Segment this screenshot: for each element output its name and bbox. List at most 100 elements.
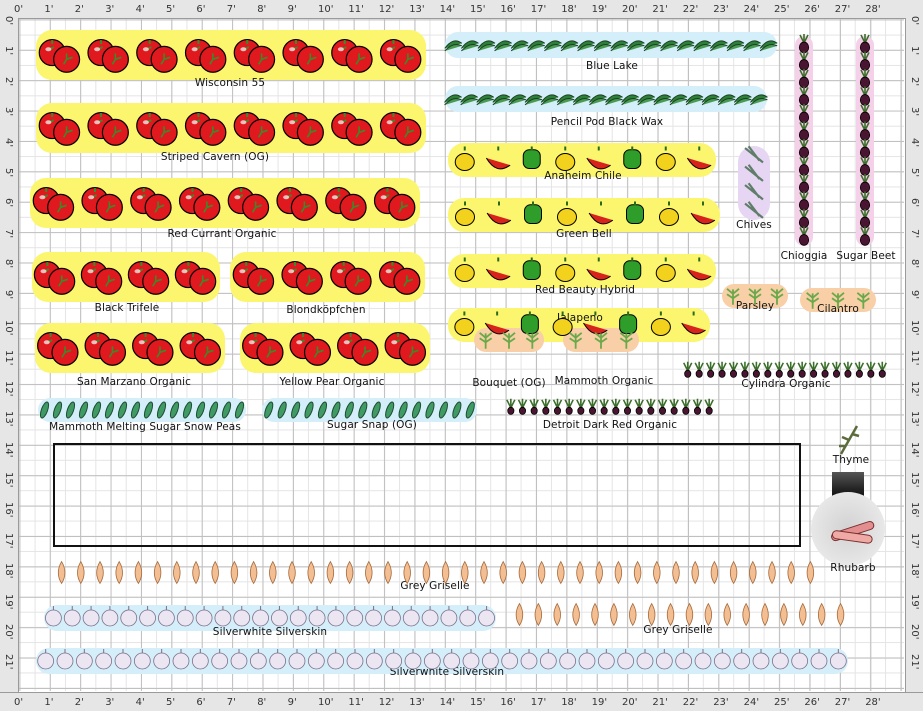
ruler-tick-label: 12': [378, 4, 395, 15]
ruler-top: 0' 1' 2' 3' 4' 5' 6' 7' 8' 9' 10' 11' 12' 13' 14' 15' 16…: [0, 0, 923, 19]
ruler-tick-label: 6': [196, 4, 206, 15]
pea-icon: [130, 401, 141, 419]
beet-icon: [657, 398, 668, 415]
shallot-icon: [57, 560, 66, 585]
shallot-icon: [595, 560, 603, 585]
tomato-icon: [32, 187, 75, 221]
garlic-icon: [404, 649, 422, 670]
ruler-tick-label: 1': [44, 4, 54, 15]
pea-icon: [291, 401, 301, 419]
beet-icon: [820, 361, 830, 378]
plant-row[interactable]: [44, 605, 496, 631]
pepper-icon: [623, 146, 642, 170]
tomato-icon: [37, 332, 79, 366]
ruler-tick-label: 14': [439, 697, 456, 708]
ruler-tick-label: 5': [166, 697, 176, 708]
pepper-icon: [686, 257, 712, 281]
beet-icon: [859, 68, 871, 89]
shallot-icon: [672, 560, 680, 585]
shallot-icon: [134, 560, 143, 585]
beet-icon: [506, 398, 516, 415]
plant-label: Sugar Snap (OG): [327, 419, 417, 431]
shallot-icon: [787, 560, 795, 585]
pea-icon: [195, 401, 206, 419]
tomato-icon: [81, 187, 123, 221]
pea-icon: [385, 401, 395, 419]
shallot-icon: [173, 560, 181, 585]
beet-icon: [798, 103, 810, 124]
garlic-icon: [423, 649, 441, 670]
beet-icon: [774, 361, 784, 378]
garlic-icon: [578, 649, 596, 670]
shallot-icon: [499, 560, 507, 585]
pepper-icon: [454, 257, 475, 282]
shallot-icon: [211, 560, 219, 585]
ruler-tick-label: 10': [318, 697, 334, 708]
shallot-icon: [576, 560, 584, 585]
plant-label: San Marzano Organic: [76, 376, 192, 388]
bean-icon: [717, 94, 736, 106]
ruler-tick-label: 12': [378, 697, 395, 708]
ruler-tick-label: 4': [135, 697, 145, 708]
pea-icon: [169, 401, 180, 419]
shallot-icon: [115, 560, 123, 585]
ruler-tick-label: 3': [105, 4, 115, 15]
tomato-icon: [289, 332, 332, 366]
garlic-icon: [45, 606, 62, 627]
ruler-tick-label: 27': [834, 697, 851, 708]
bean-icon: [444, 94, 462, 106]
pepper-icon: [650, 311, 671, 336]
beet-icon: [859, 121, 871, 141]
ruler-tick-label: 2': [74, 697, 84, 708]
plant-label: Chives: [736, 219, 772, 231]
shallot-icon: [480, 560, 488, 585]
bean-icon: [669, 94, 688, 106]
beet-icon: [859, 226, 871, 246]
beet-icon: [786, 361, 796, 378]
plant-label: Silverwhite Silverskin: [389, 666, 505, 678]
shallot-icon: [534, 602, 543, 627]
bean-icon: [572, 94, 591, 106]
beet-icon: [859, 33, 871, 54]
ruler-tick-label: 6': [196, 697, 206, 708]
ruler-tick-label: 24': [743, 4, 760, 15]
bean-icon: [476, 94, 495, 106]
ruler-tick-label: 28': [865, 4, 881, 15]
plant-row[interactable]: [36, 648, 848, 674]
ruler-right: 0' 1' 2' 3' 4' 5' 6' 7' 8' 9' 10' 11' 12' 13' 14' 15' 16…: [905, 16, 923, 692]
garlic-icon: [829, 649, 847, 670]
plant-label: Wisconsin 55: [194, 77, 266, 89]
tomato-icon: [130, 187, 172, 221]
tomato-icon: [331, 39, 373, 73]
beet-icon: [866, 361, 876, 378]
tomato-icon: [174, 261, 217, 295]
pepper-icon: [655, 146, 676, 171]
pepper-icon: [681, 311, 706, 335]
plant-label: Grey Griselle: [643, 624, 713, 636]
pepper-icon: [586, 257, 611, 281]
shallot-icon: [761, 602, 769, 627]
ruler-tick-label: 18': [561, 4, 577, 15]
garlic-icon: [791, 649, 809, 670]
empty-bed-area[interactable]: [53, 443, 801, 547]
tomato-icon: [337, 332, 379, 366]
garlic-icon: [481, 649, 499, 670]
ruler-tick-label: 18': [561, 697, 577, 708]
ruler-tick-label: 19': [591, 4, 608, 15]
plant-label: Parsley: [735, 300, 775, 312]
plant-label: Cylindra Organic: [741, 378, 831, 390]
plant-label: Blondköpfchen: [286, 304, 366, 316]
garlic-icon: [327, 606, 345, 627]
tomato-icon: [179, 332, 222, 366]
shallot-icon: [836, 602, 845, 627]
beet-icon: [877, 361, 887, 378]
pepper-icon: [655, 257, 676, 282]
plant-label: Green Bell: [556, 228, 612, 240]
tomato-icon: [282, 112, 324, 146]
garlic-icon: [636, 649, 654, 670]
bean-icon: [477, 40, 496, 52]
garlic-icon: [694, 649, 712, 670]
bean-icon: [743, 40, 761, 52]
pea-icon: [358, 401, 368, 419]
pea-icon: [465, 401, 475, 419]
